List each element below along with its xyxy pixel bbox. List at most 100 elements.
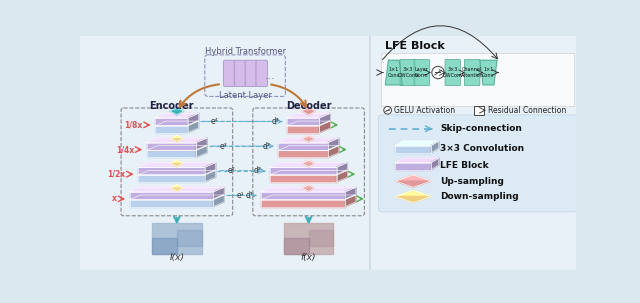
FancyBboxPatch shape [77, 34, 375, 272]
Text: 1×1
Conv: 1×1 Conv [388, 67, 400, 78]
Text: Skip-connection: Skip-connection [440, 124, 522, 133]
Polygon shape [196, 146, 207, 157]
Polygon shape [270, 175, 337, 182]
Polygon shape [287, 118, 319, 125]
Text: f(x): f(x) [301, 253, 316, 262]
Text: e⁴: e⁴ [211, 117, 219, 126]
Polygon shape [170, 111, 184, 115]
Text: d³: d³ [262, 142, 271, 151]
Text: I(x): I(x) [170, 253, 184, 262]
Text: GELU Activation: GELU Activation [394, 106, 455, 115]
Circle shape [432, 66, 444, 79]
Polygon shape [303, 188, 315, 191]
Text: 1/2x: 1/2x [108, 170, 125, 179]
Text: ...: ... [265, 72, 276, 82]
Text: LFE Block: LFE Block [385, 41, 444, 51]
Text: 1×1
Conv: 1×1 Conv [482, 67, 495, 78]
Polygon shape [328, 146, 339, 157]
Bar [152, 238, 177, 254]
Polygon shape [129, 187, 224, 192]
Polygon shape [129, 192, 213, 199]
Polygon shape [129, 195, 224, 200]
Polygon shape [171, 185, 183, 188]
Polygon shape [188, 113, 198, 125]
Polygon shape [278, 138, 339, 143]
Text: 3×3
DWConv: 3×3 DWConv [442, 67, 463, 78]
Polygon shape [431, 158, 439, 170]
FancyBboxPatch shape [378, 115, 577, 212]
Text: 3×3
DWConv: 3×3 DWConv [397, 67, 419, 78]
Text: Up-sampling: Up-sampling [440, 177, 504, 186]
Polygon shape [171, 163, 183, 167]
Polygon shape [213, 195, 224, 207]
Bar [284, 238, 308, 254]
Polygon shape [261, 192, 345, 199]
Polygon shape [396, 158, 439, 163]
FancyBboxPatch shape [245, 60, 257, 86]
Polygon shape [171, 135, 183, 139]
Polygon shape [396, 141, 439, 146]
Polygon shape [319, 113, 330, 125]
Polygon shape [213, 187, 224, 199]
Polygon shape [196, 138, 207, 150]
Polygon shape [155, 118, 188, 125]
Text: d²: d² [254, 166, 262, 175]
Polygon shape [396, 146, 431, 153]
Polygon shape [261, 187, 356, 192]
Polygon shape [319, 121, 330, 133]
Polygon shape [155, 113, 198, 118]
Text: LFE Block: LFE Block [440, 161, 489, 170]
Polygon shape [170, 107, 184, 111]
Polygon shape [303, 139, 315, 142]
Text: Layer
Norm: Layer Norm [415, 67, 429, 78]
Polygon shape [278, 143, 328, 150]
Polygon shape [303, 135, 315, 139]
Polygon shape [129, 200, 213, 207]
Polygon shape [396, 190, 431, 197]
Polygon shape [278, 150, 328, 157]
Polygon shape [301, 107, 316, 111]
Bar [177, 230, 202, 246]
Text: d¹: d¹ [246, 191, 253, 200]
FancyBboxPatch shape [474, 106, 484, 115]
Polygon shape [138, 167, 205, 174]
FancyBboxPatch shape [223, 60, 235, 86]
Polygon shape [345, 195, 356, 207]
FancyBboxPatch shape [381, 52, 575, 106]
Polygon shape [147, 150, 196, 157]
Text: d⁴: d⁴ [271, 117, 279, 126]
Polygon shape [303, 160, 315, 163]
Polygon shape [155, 121, 198, 126]
Polygon shape [303, 185, 315, 188]
Polygon shape [396, 163, 431, 170]
Polygon shape [337, 170, 348, 182]
Polygon shape [328, 138, 339, 150]
FancyBboxPatch shape [414, 59, 429, 86]
Text: 1/8x: 1/8x [125, 120, 143, 129]
Text: e²: e² [228, 166, 236, 175]
Bar [152, 223, 202, 254]
Polygon shape [171, 160, 183, 163]
Polygon shape [261, 200, 345, 207]
Text: Down-sampling: Down-sampling [440, 192, 519, 201]
Text: x: x [113, 194, 117, 203]
Polygon shape [147, 143, 196, 150]
Polygon shape [147, 138, 207, 143]
Circle shape [384, 106, 392, 114]
Polygon shape [396, 175, 431, 181]
Polygon shape [270, 163, 348, 167]
Text: Latent Layer: Latent Layer [219, 91, 271, 100]
Polygon shape [345, 187, 356, 199]
Text: 3×3 Convolution: 3×3 Convolution [440, 144, 525, 153]
Polygon shape [337, 163, 348, 174]
Polygon shape [278, 146, 339, 150]
Polygon shape [396, 181, 431, 187]
Polygon shape [270, 167, 337, 174]
Text: Hybrid Transformer: Hybrid Transformer [205, 47, 285, 56]
FancyBboxPatch shape [465, 59, 480, 86]
Polygon shape [431, 141, 439, 153]
Bar [308, 230, 333, 246]
Text: Encoder: Encoder [149, 101, 194, 111]
Text: Residual Connection: Residual Connection [488, 106, 566, 115]
Polygon shape [205, 170, 216, 182]
